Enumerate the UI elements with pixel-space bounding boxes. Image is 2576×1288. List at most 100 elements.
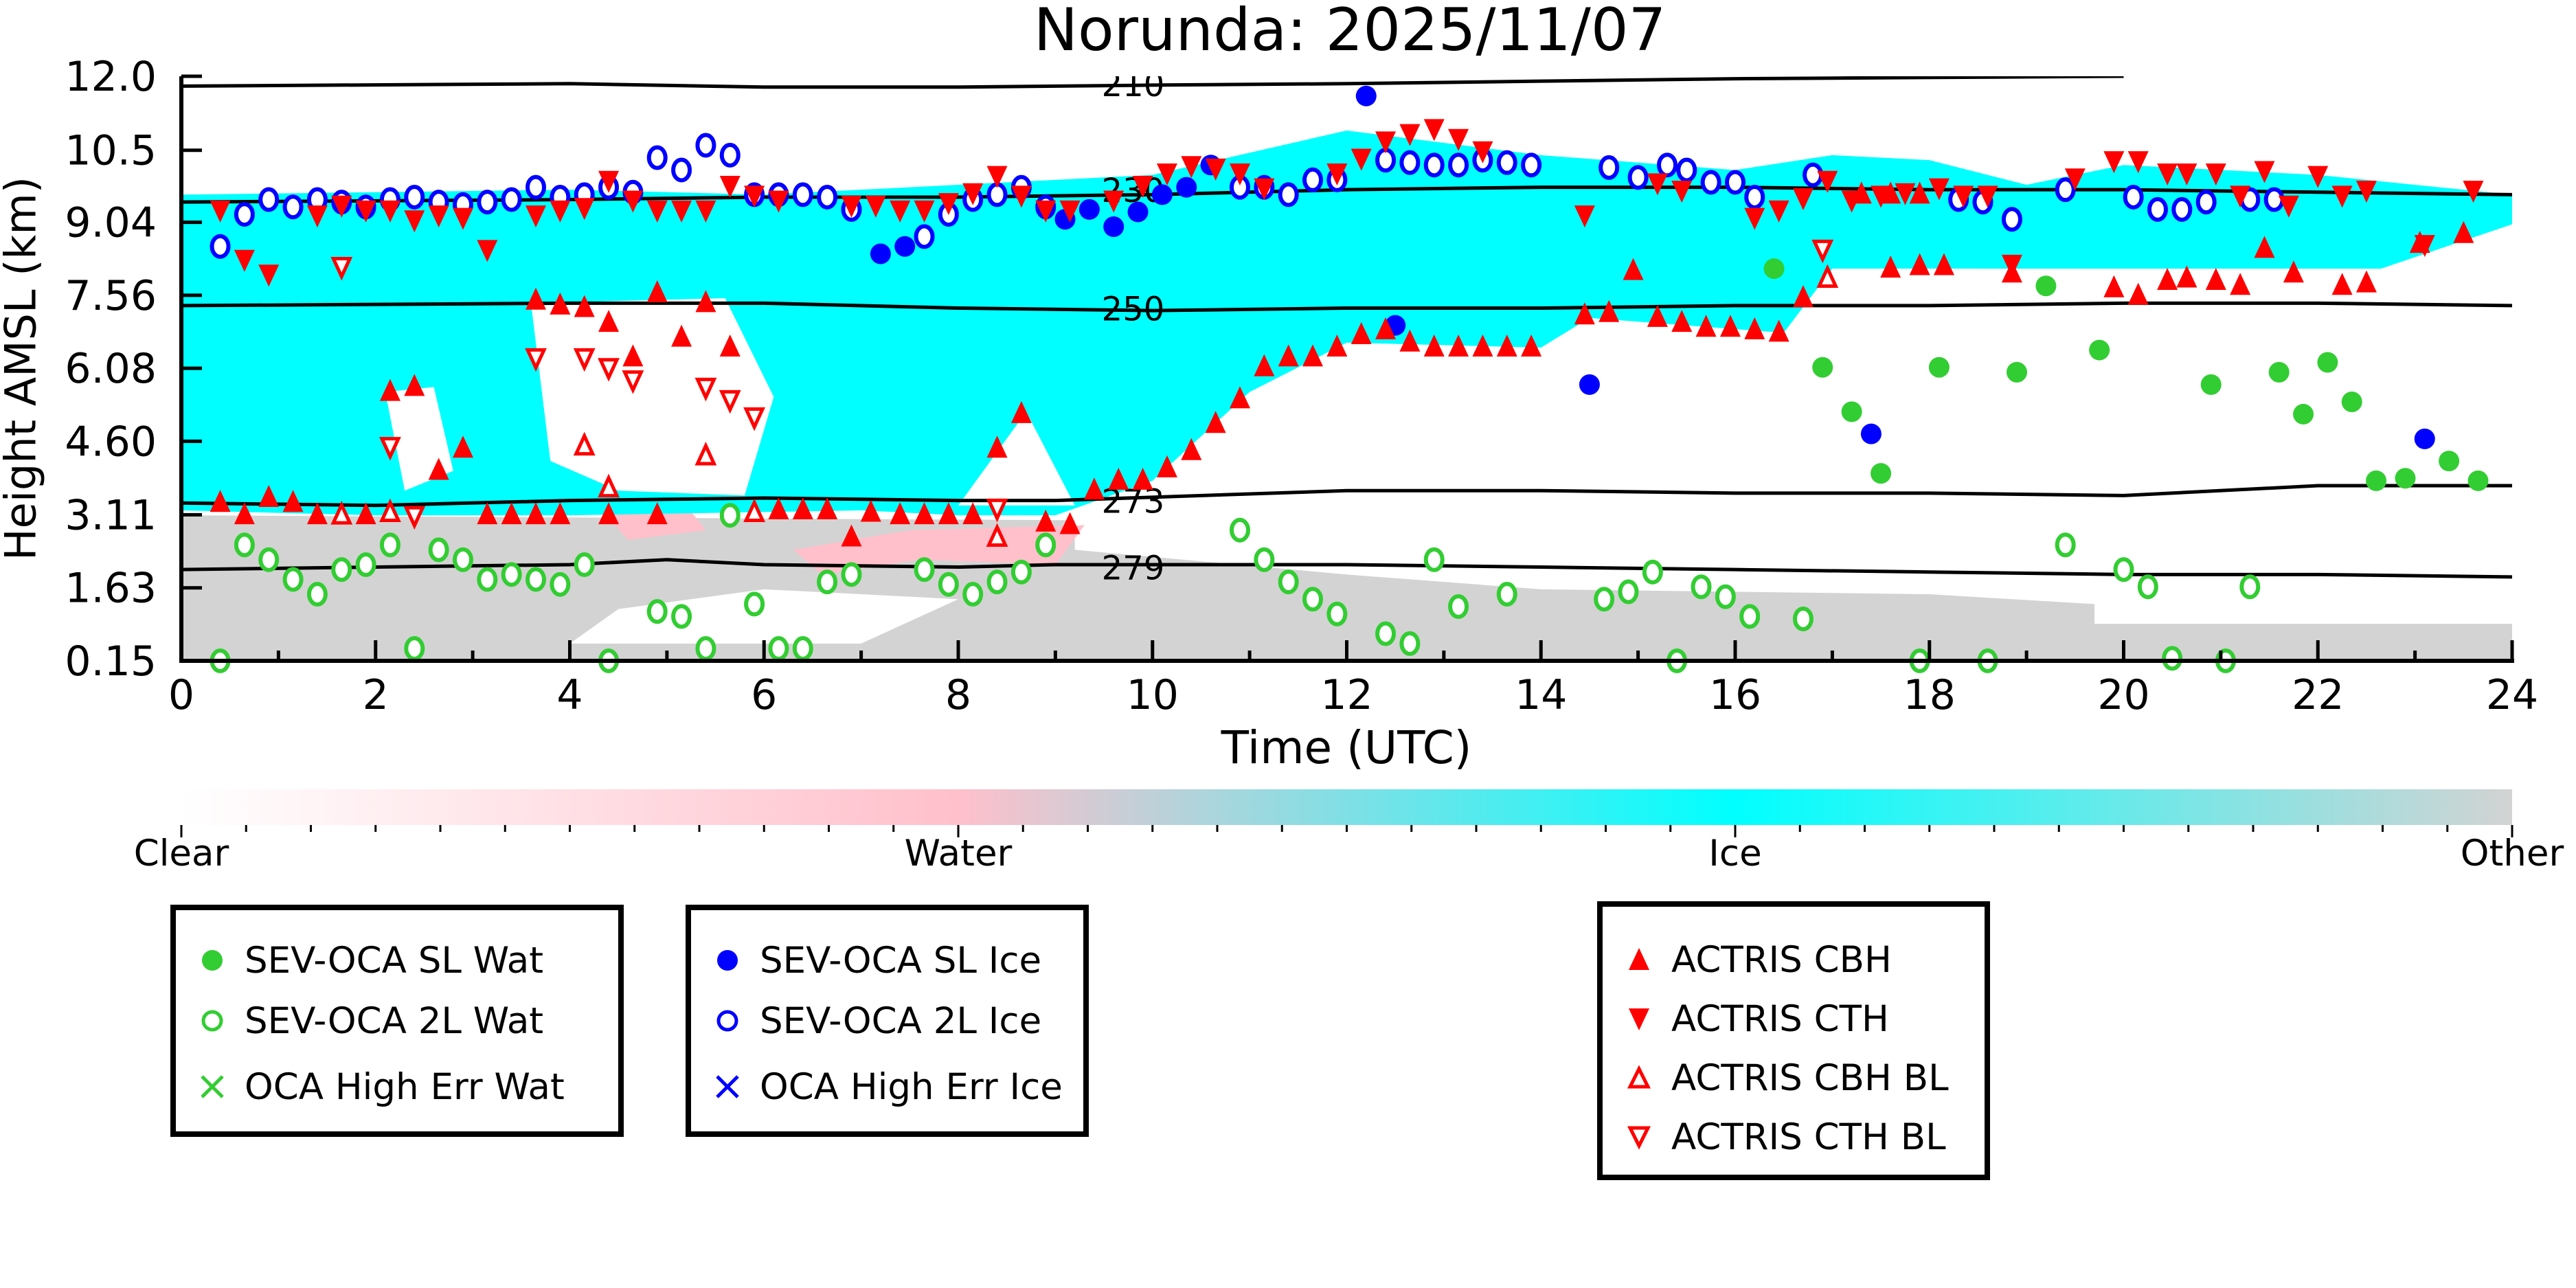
x-tick-label: 14 — [1515, 671, 1567, 719]
data-point — [2055, 177, 2076, 203]
data-point — [1375, 621, 1397, 646]
data-point — [2453, 221, 2474, 243]
data-point — [550, 572, 571, 597]
data-point — [379, 532, 400, 558]
data-point — [598, 502, 620, 525]
data-point — [2283, 260, 2304, 283]
data-point — [962, 502, 984, 525]
data-point — [1151, 184, 1173, 205]
data-point — [1574, 205, 1595, 228]
data-point — [914, 224, 935, 249]
data-point — [1792, 606, 1814, 631]
data-point — [258, 264, 280, 287]
data-point — [2176, 265, 2197, 288]
data-point — [743, 407, 766, 431]
data-point — [598, 310, 620, 332]
legend-item-cth: ACTRIS CTH — [1622, 995, 1889, 1043]
data-point — [695, 636, 716, 662]
data-point — [526, 205, 547, 228]
data-point — [1496, 150, 1517, 175]
data-point — [938, 193, 959, 216]
data-point — [1598, 300, 1620, 322]
data-point — [2195, 190, 2217, 215]
data-point — [2147, 196, 2168, 222]
data-point — [477, 190, 498, 215]
data-point — [1399, 124, 1421, 146]
data-point — [2157, 163, 2178, 186]
data-point — [1103, 216, 1125, 238]
data-point — [1811, 239, 1834, 264]
x-tick-label: 12 — [1320, 671, 1372, 719]
x-axis-label: Time (UTC) — [1221, 721, 1472, 774]
data-point — [1816, 264, 1839, 288]
data-point — [1763, 258, 1785, 280]
legend-item-2l-wat: SEV-OCA 2L Wat — [195, 997, 543, 1045]
data-point — [914, 502, 935, 525]
data-point — [1355, 85, 1377, 106]
data-point — [1078, 199, 1100, 220]
data-point — [1768, 200, 1789, 223]
data-point — [986, 523, 1008, 547]
data-point — [646, 502, 668, 525]
data-point — [574, 552, 595, 577]
data-point — [817, 569, 838, 595]
legend-label: SEV-OCA SL Ice — [760, 939, 1042, 982]
data-point — [1618, 579, 1639, 605]
data-point — [1010, 559, 1032, 585]
isotherm-line — [181, 484, 2512, 508]
data-point — [428, 457, 449, 480]
series-sev-oca-sl-wat — [1763, 258, 2489, 491]
data-point — [2205, 163, 2226, 186]
data-point — [1423, 334, 1445, 357]
data-point — [768, 497, 789, 519]
data-point — [1351, 322, 1372, 345]
data-point — [2355, 270, 2377, 293]
data-point — [1719, 315, 1741, 337]
legend-item-2l-ice: SEV-OCA 2L Ice — [710, 997, 1041, 1045]
data-point — [477, 240, 498, 262]
x-tick-label: 22 — [2292, 671, 2344, 719]
data-point — [671, 157, 692, 183]
clear-region — [958, 411, 1075, 506]
series-actris-cbh-bl — [330, 264, 1839, 547]
filled-circle-icon — [202, 950, 223, 971]
data-point — [2006, 361, 2027, 383]
data-point — [573, 348, 596, 372]
data-point — [1928, 178, 1950, 201]
data-point — [1035, 532, 1057, 558]
data-point — [526, 287, 547, 310]
data-point — [865, 195, 886, 218]
x-tick-label: 20 — [2097, 671, 2149, 719]
data-point — [1059, 512, 1081, 534]
data-point — [1448, 128, 1469, 151]
data-point — [355, 552, 376, 577]
y-tick-label: 4.60 — [65, 418, 157, 466]
isotherm-line — [181, 76, 2124, 89]
isotherm-line — [181, 185, 2512, 204]
x-tick-label: 8 — [945, 671, 971, 719]
data-point — [428, 537, 449, 563]
data-point — [1156, 163, 1177, 186]
data-point — [550, 502, 571, 525]
data-point — [1472, 334, 1493, 357]
data-point — [1229, 163, 1250, 186]
data-point — [1496, 582, 1517, 607]
data-point — [1744, 207, 1765, 230]
series-actris-cth-bl — [330, 239, 1834, 530]
data-point — [894, 236, 916, 257]
data-point — [1598, 155, 1620, 180]
data-point — [210, 490, 231, 512]
data-point — [234, 249, 255, 272]
data-point — [622, 370, 644, 394]
data-point — [841, 562, 862, 587]
data-point — [2089, 339, 2110, 361]
data-point — [1574, 302, 1595, 325]
data-point — [2230, 273, 2251, 295]
data-point — [282, 490, 304, 512]
data-point — [1103, 190, 1125, 213]
data-point — [1977, 185, 1998, 208]
data-point — [1496, 334, 1517, 357]
data-point — [1278, 344, 1299, 367]
data-point — [986, 436, 1008, 458]
data-point — [744, 591, 765, 617]
